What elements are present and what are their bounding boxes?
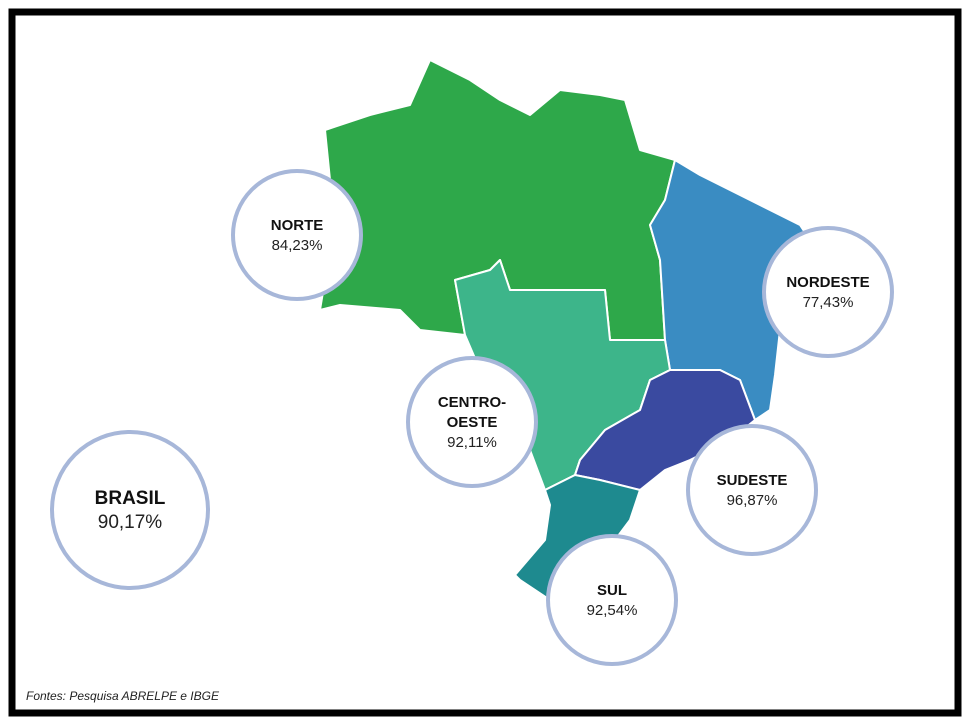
bubble-circle <box>406 356 538 488</box>
region-value: 84,23% <box>272 237 323 254</box>
region-value: 92,11% <box>447 434 497 451</box>
bubble-circle <box>50 430 210 590</box>
region-bubble: NORDESTE 77,43% <box>762 226 894 358</box>
region-value: 77,43% <box>803 294 854 311</box>
region-name: NORDESTE <box>786 274 869 291</box>
region-value: 92,54% <box>587 602 638 619</box>
bubble-circle <box>686 424 818 556</box>
region-name: SUDESTE <box>717 472 788 489</box>
region-name: BRASIL <box>95 488 166 509</box>
region-bubble: SUL 92,54% <box>546 534 678 666</box>
region-value: 96,87% <box>727 492 778 509</box>
region-name: OESTE <box>447 414 498 431</box>
region-value: 90,17% <box>98 512 163 533</box>
region-bubble: NORTE 84,23% <box>231 169 363 301</box>
bubble-circle <box>231 169 363 301</box>
region-bubble: SUDESTE 96,87% <box>686 424 818 556</box>
region-bubble: BRASIL 90,17% <box>50 430 210 590</box>
source: Fontes: Pesquisa ABRELPE e IBGE <box>26 689 220 703</box>
region-bubble: CENTRO- OESTE 92,11% <box>406 356 538 488</box>
brazil-map <box>319 59 811 601</box>
region-name: NORTE <box>271 217 324 234</box>
bubbles: NORTE 84,23% NORDESTE 77,43% CENTRO- OESTE 92,… <box>50 169 894 666</box>
bubble-circle <box>762 226 894 358</box>
region-name: SUL <box>597 582 627 599</box>
bubble-circle <box>546 534 678 666</box>
region-name: CENTRO- <box>438 394 506 411</box>
